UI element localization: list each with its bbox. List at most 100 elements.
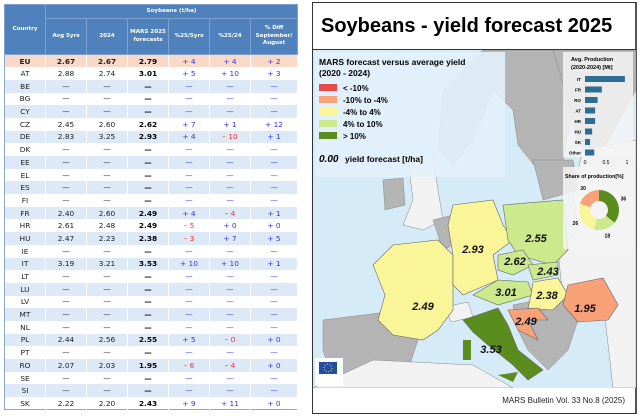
share-title: Share of production[%] <box>565 174 624 180</box>
yield-2024-cell: — <box>86 79 128 93</box>
pct-diff-cell: — <box>250 156 299 169</box>
country-hu <box>527 277 569 311</box>
pct-vs-2024-cell: + 0 <box>209 219 251 233</box>
pct-vs-2024-cell: — <box>209 282 251 296</box>
pct-vs-2024-cell: + 10 <box>209 67 251 80</box>
production-bar-sk <box>585 139 591 145</box>
pct-vs-5yrs-cell: — <box>168 79 210 93</box>
pct-diff-cell: — <box>250 270 299 283</box>
forecast-2025-cell: 1.95 <box>127 359 169 372</box>
share-slice <box>579 203 597 230</box>
yield-2024-cell: — <box>86 270 128 283</box>
country-it <box>462 307 544 381</box>
avg-5yrs-cell: — <box>45 92 87 106</box>
yield-label-cz: 2.62 <box>503 256 525 268</box>
country-cell: PL <box>4 333 46 347</box>
country-cell: MT <box>4 308 46 321</box>
pct-diff-cell: — <box>250 295 299 309</box>
production-category: HU <box>575 130 582 135</box>
forecast-2025-cell: 2.49 <box>127 206 169 220</box>
yield-2024-cell: 2.56 <box>86 333 128 347</box>
legend-swatch <box>319 96 337 103</box>
pct-vs-5yrs-cell: — <box>168 270 210 283</box>
pct-vs-5yrs-cell: — <box>168 105 210 118</box>
yield-2024-cell: — <box>86 308 128 321</box>
forecast-2025-cell: — <box>127 244 169 258</box>
pct-diff-cell: + 0 <box>250 359 299 372</box>
avg-5yrs-cell: 2.83 <box>45 130 87 144</box>
pct-diff-cell: — <box>250 244 299 258</box>
forecast-2025-cell: — <box>127 168 169 182</box>
pct-vs-2024-cell: — <box>209 168 251 182</box>
yield-2024-cell: — <box>86 295 128 309</box>
table-row: FR 2.40 2.60 2.49 + 4– 4 + 1 <box>4 206 299 220</box>
country-cell: EE <box>4 156 46 169</box>
pct-vs-5yrs-cell: — <box>168 168 210 182</box>
pct-diff-cell: — <box>250 194 299 207</box>
forecast-2025-cell: 2.49 <box>127 219 169 233</box>
pct-vs-5yrs-cell: + 5 <box>168 333 210 347</box>
avg-5yrs-cell: 2.44 <box>45 333 87 347</box>
pct-vs-2024-cell: — <box>209 244 251 258</box>
avg-5yrs-cell: — <box>45 244 87 258</box>
pct-diff-cell: + 0 <box>250 397 299 410</box>
pct-diff-cell: — <box>250 79 299 93</box>
avg-5yrs-cell: — <box>45 143 87 156</box>
avg-5yrs-cell: — <box>45 320 87 334</box>
pct-vs-5yrs-cell: – 3 <box>168 232 210 245</box>
header-col-3: MARS 2025 forecasts <box>127 18 169 55</box>
yield-2024-cell: 2.03 <box>86 359 128 372</box>
table-row: BG — — — — — — <box>4 92 299 106</box>
yield-label-fr: 2.49 <box>411 301 434 313</box>
country-cell: EU <box>4 54 46 68</box>
sicily <box>498 372 518 382</box>
pct-diff-cell: — <box>250 371 299 385</box>
production-tick: 0 <box>584 160 587 166</box>
share-slice <box>579 190 599 208</box>
forecast-2025-cell: — <box>127 156 169 169</box>
production-bar-hr <box>585 118 596 124</box>
pct-vs-2024-cell: – 4 <box>209 206 251 220</box>
production-category: Other <box>569 151 581 156</box>
country-cell: IT <box>4 257 46 271</box>
yield-2024-cell: 2.48 <box>86 219 128 233</box>
country-cz <box>497 249 534 276</box>
table-row: SI — — — — — — <box>4 384 299 398</box>
pct-diff-cell: — <box>250 320 299 334</box>
map-title: Soybeans - yield forecast 2025 <box>321 15 613 37</box>
country-hr <box>507 307 549 341</box>
pct-vs-5yrs-cell: — <box>168 181 210 195</box>
table-row: HU 2.47 2.23 2.38– 3 + 7 + 5 <box>4 232 299 245</box>
country-cell: FI <box>4 194 46 207</box>
yield-2024-cell: — <box>86 194 128 207</box>
share-label: 26 <box>573 221 579 227</box>
yield-2024-cell: — <box>86 371 128 385</box>
table-row: IT 3.19 3.21 3.53 + 10 + 10 + 1 <box>4 257 299 271</box>
pct-vs-2024-cell: — <box>209 346 251 359</box>
pct-diff-cell: — <box>250 346 299 359</box>
pct-vs-2024-cell: — <box>209 181 251 195</box>
table-row: IE — — — — — — <box>4 244 299 258</box>
share-label: 20 <box>580 186 586 192</box>
yield-label-sk: 2.43 <box>536 266 558 278</box>
country-cell: LT <box>4 270 46 283</box>
pct-vs-5yrs-cell: + 10 <box>168 257 210 271</box>
table-row: SK 2.22 2.20 2.43 + 9 + 11 + 0 <box>4 397 299 410</box>
production-bar-hu <box>585 128 593 135</box>
header-country: Country <box>4 4 46 55</box>
yield-2024-cell: — <box>86 143 128 156</box>
pct-vs-2024-cell: — <box>209 270 251 283</box>
country-cell: BG <box>4 92 46 106</box>
country-sk <box>527 261 559 281</box>
pct-vs-5yrs-cell: + 4 <box>168 54 210 68</box>
yield-label-hr: 2.49 <box>514 316 537 328</box>
yield-2024-cell: — <box>86 282 128 296</box>
pct-diff-cell: — <box>250 308 299 321</box>
eu-flag-icon <box>319 362 337 374</box>
legend-swatch <box>319 108 337 115</box>
country-cell: SE <box>4 371 46 385</box>
yield-label-de: 2.93 <box>461 244 483 256</box>
soybeans-yield-table: Country Soybeans (t/ha) Avg 5yrs 2024 MARS… <box>4 4 299 411</box>
table-row: RO 2.07 2.03 1.95– 6– 4 + 0 <box>4 359 299 372</box>
forecast-2025-cell: — <box>127 143 169 156</box>
